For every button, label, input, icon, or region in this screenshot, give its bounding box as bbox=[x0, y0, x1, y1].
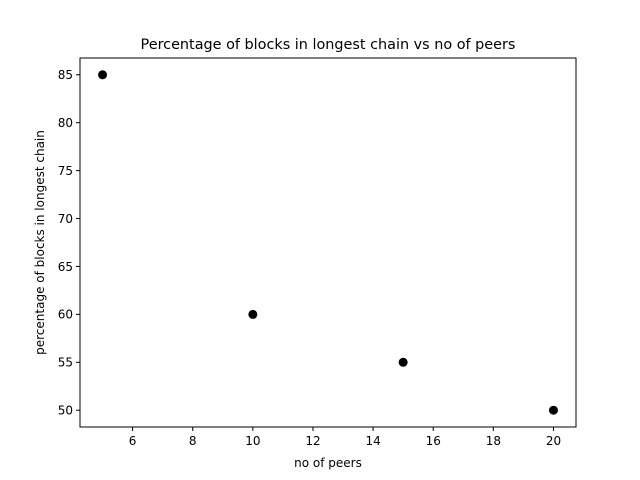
y-tick-label: 85 bbox=[58, 68, 73, 82]
y-axis-ticks: 50 55 60 65 70 75 80 85 bbox=[58, 68, 80, 418]
y-tick-label: 75 bbox=[58, 164, 73, 178]
y-tick-label: 60 bbox=[58, 308, 73, 322]
x-tick-label: 14 bbox=[365, 434, 380, 448]
x-tick-label: 20 bbox=[546, 434, 561, 448]
y-tick-label: 50 bbox=[58, 404, 73, 418]
data-point bbox=[398, 357, 408, 367]
chart-title: Percentage of blocks in longest chain vs… bbox=[141, 37, 516, 53]
plot-area bbox=[80, 58, 576, 427]
data-points bbox=[98, 70, 558, 415]
data-point bbox=[548, 405, 558, 415]
x-axis-label: no of peers bbox=[294, 456, 362, 470]
x-tick-label: 10 bbox=[245, 434, 260, 448]
y-tick-label: 65 bbox=[58, 260, 73, 274]
data-point bbox=[248, 309, 258, 319]
plot-frame bbox=[79, 57, 577, 428]
y-tick-label: 70 bbox=[58, 212, 73, 226]
y-tick-label: 55 bbox=[58, 356, 73, 370]
x-tick-label: 6 bbox=[129, 434, 137, 448]
y-tick-label: 80 bbox=[58, 116, 73, 130]
x-tick-label: 16 bbox=[426, 434, 441, 448]
y-axis-label: percentage of blocks in longest chain bbox=[33, 130, 47, 355]
x-tick-label: 8 bbox=[189, 434, 197, 448]
x-tick-label: 12 bbox=[305, 434, 320, 448]
data-point bbox=[98, 70, 108, 80]
x-axis-ticks: 6 8 10 12 14 16 18 20 bbox=[129, 427, 561, 448]
x-tick-label: 18 bbox=[486, 434, 501, 448]
